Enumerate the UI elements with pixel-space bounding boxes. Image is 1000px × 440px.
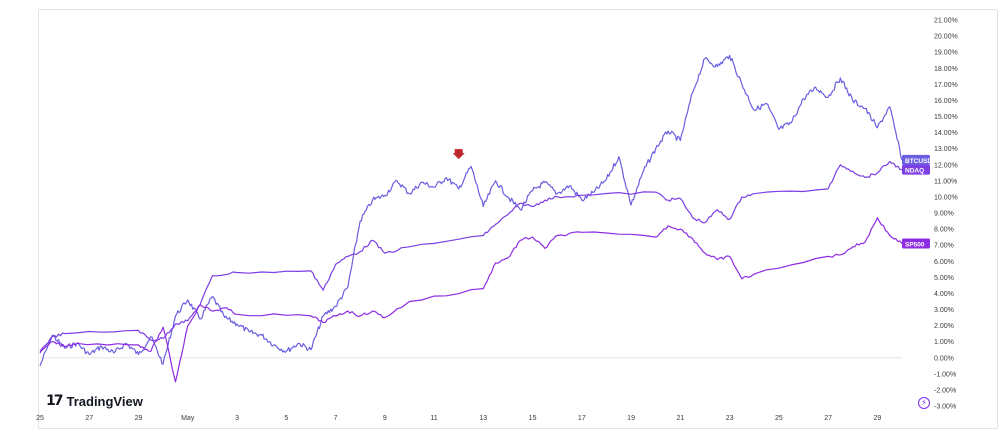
series-line (39, 160, 903, 352)
y-tick-label: 20.00% (934, 34, 958, 41)
series-badge (902, 154, 930, 165)
x-tick-label: 21 (676, 415, 684, 422)
y-tick-label: 13.00% (934, 146, 958, 153)
y-tick-label: 12.00% (934, 162, 958, 169)
x-tick-label: 11 (430, 415, 437, 422)
x-tick-label: 29 (873, 415, 881, 422)
y-tick-label: 10.00% (934, 194, 958, 201)
series-line (39, 217, 903, 383)
y-tick-label: 21.00% (934, 18, 958, 25)
series-badge-label: BTCUSD (905, 158, 932, 165)
x-tick-label: 9 (383, 415, 387, 422)
x-tick-label: May (181, 415, 195, 422)
down-arrow-marker (452, 149, 465, 160)
y-tick-label: 9.00% (934, 211, 954, 218)
y-tick-label: 11.00% (934, 178, 957, 185)
y-tick-label: 16.00% (934, 98, 958, 105)
y-tick-label: 4.00% (934, 291, 954, 298)
settings-icon[interactable]: ⚡ (918, 397, 930, 409)
y-tick-label: -2.00% (934, 387, 956, 394)
x-tick-label: 15 (529, 415, 537, 422)
y-tick-label: 17.00% (934, 82, 958, 89)
x-tick-label: 27 (824, 415, 832, 422)
y-tick-label: 1.00% (934, 339, 954, 346)
series-badge (902, 238, 930, 249)
y-tick-label: 14.00% (934, 130, 958, 137)
x-tick-label: 7 (334, 415, 338, 422)
y-tick-label: -3.00% (934, 404, 956, 411)
y-tick-label: 15.00% (934, 114, 958, 121)
chart-frame (38, 9, 998, 429)
x-tick-label: 19 (627, 415, 635, 422)
series-badge-label: NDAQ (905, 168, 924, 175)
y-tick-label: 0.00% (934, 355, 954, 362)
tradingview-logo-mark: 17 (46, 393, 64, 409)
tradingview-logo-text: TradingView (66, 393, 143, 409)
series-badge (902, 164, 930, 175)
x-tick-label: 13 (479, 415, 487, 422)
y-tick-label: 8.00% (934, 227, 954, 234)
x-tick-label: 17 (578, 415, 586, 422)
x-tick-label: 25 (36, 415, 44, 422)
x-tick-label: 23 (726, 415, 734, 422)
tradingview-logo[interactable]: 17 TradingView (46, 393, 143, 409)
x-tick-label: 29 (135, 415, 143, 422)
series-badge-label: SP500 (905, 242, 925, 249)
y-tick-label: 7.00% (934, 243, 954, 250)
y-tick-label: 6.00% (934, 259, 954, 266)
y-tick-label: 2.00% (934, 323, 954, 330)
y-tick-label: 18.00% (934, 66, 958, 73)
x-tick-label: 25 (775, 415, 783, 422)
y-tick-label: -1.00% (934, 371, 956, 378)
y-tick-label: 19.00% (934, 50, 958, 57)
x-tick-label: 5 (284, 415, 288, 422)
x-tick-label: 3 (235, 415, 239, 422)
y-tick-label: 5.00% (934, 275, 954, 282)
series-line (39, 54, 903, 367)
x-tick-label: 27 (85, 415, 93, 422)
y-tick-label: 3.00% (934, 307, 954, 314)
